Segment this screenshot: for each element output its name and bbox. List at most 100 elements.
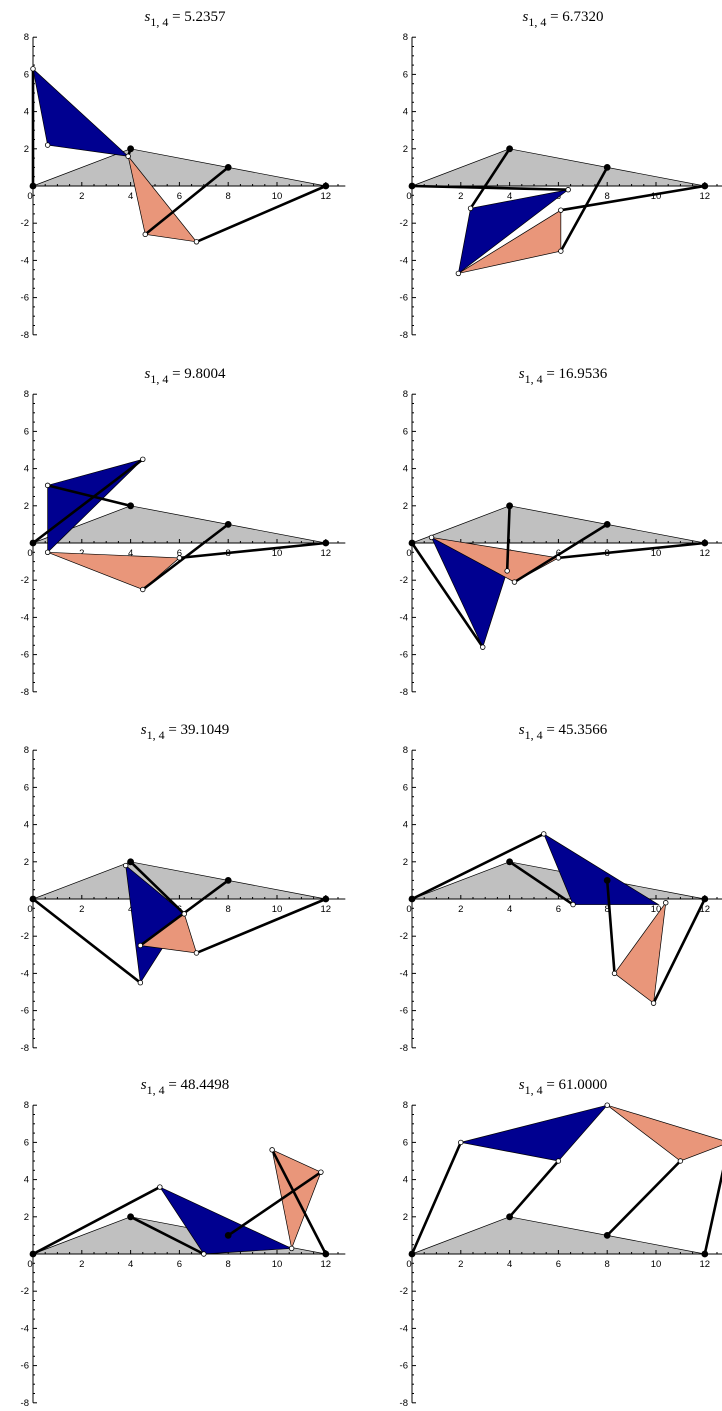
bar-link — [703, 1169, 722, 1256]
y-tick-label: 6 — [24, 782, 29, 793]
panel-2: s1, 4 = 6.73200246810128642-2-4-6-8 — [400, 9, 722, 341]
fixed-pivot — [603, 521, 611, 528]
y-tick-label: 8 — [24, 745, 29, 756]
panel-6: s1, 4 = 45.3566 0 2 4 6 8 10 12 8 6 4 2 -2 -4 -6 -8 — [400, 722, 722, 1054]
y-tick-label: 2 — [24, 857, 29, 868]
fixed-pivot — [701, 539, 709, 547]
bar-link — [605, 879, 616, 975]
moving-joint — [565, 187, 571, 193]
title-value: 39.1049 — [181, 722, 230, 738]
x-tick-label: 4 — [507, 1259, 512, 1270]
y-tick-label: -2 — [400, 575, 408, 586]
title-value: 61.0000 — [559, 1077, 608, 1093]
y-tick-label: 6 — [403, 1137, 408, 1148]
title-value: 6.7320 — [562, 9, 603, 25]
x-tick-label: 4 — [128, 1259, 133, 1270]
moving-joint — [30, 66, 36, 72]
fixed-pivot — [322, 1250, 330, 1258]
moving-joint — [137, 942, 144, 949]
moving-joint — [44, 482, 51, 489]
y-tick-label: 6 — [403, 69, 408, 80]
y-tick-label: -6 — [400, 1361, 408, 1372]
salmon-triangle — [614, 901, 667, 1004]
title-symbol: s — [141, 722, 147, 738]
panel-title: s1, 4 = 9.8004 — [144, 366, 226, 386]
bar-link — [559, 166, 609, 253]
moving-joint — [269, 1147, 275, 1153]
fixed-pivot — [701, 1250, 709, 1258]
y-tick-label: 4 — [403, 107, 408, 118]
ground-triangle — [411, 148, 705, 187]
bar-link — [46, 484, 132, 508]
fixed-pivot — [29, 1250, 37, 1258]
fixed-pivot — [29, 539, 37, 547]
y-tick-label: 6 — [24, 426, 29, 437]
title-symbol: s — [519, 722, 525, 738]
x-tick-label: 12 — [321, 904, 332, 915]
x-tick-label: 10 — [272, 1259, 283, 1270]
fixed-pivot — [506, 502, 513, 510]
title-subscript: 1, 4 — [525, 372, 543, 386]
x-tick-label: 0 — [27, 904, 32, 915]
x-tick-label: 12 — [321, 191, 332, 202]
x-tick-label: 10 — [651, 904, 662, 915]
y-tick-label: -4 — [21, 612, 29, 623]
y-tick-label: 2 — [403, 857, 408, 868]
x-tick-label: 10 — [272, 904, 283, 915]
title-value: 9.8004 — [184, 366, 226, 382]
x-tick-label: 10 — [651, 191, 662, 202]
y-tick-label: 2 — [24, 501, 29, 512]
bar-link — [143, 166, 230, 236]
blue-triangle — [457, 189, 569, 275]
y-tick-label: 4 — [24, 107, 29, 118]
fixed-pivot — [322, 539, 330, 547]
y-tick-label: 4 — [24, 1175, 29, 1186]
y-tick-label: -4 — [21, 968, 29, 979]
fixed-pivot — [127, 502, 134, 510]
panel-title: s1, 4 = 39.1049 — [141, 722, 230, 742]
panel-8: s1, 4 = 61.0000 0 2 4 6 8 10 12 8 6 4 2 -2 -4 -6 -8 — [400, 1077, 722, 1409]
y-tick-label: 8 — [24, 32, 29, 43]
moving-joint — [611, 970, 618, 977]
y-tick-label: -2 — [21, 931, 29, 942]
bar-link — [270, 1148, 328, 1256]
moving-joint — [44, 549, 51, 555]
moving-joint — [123, 862, 129, 869]
y-tick-label: 8 — [403, 389, 408, 400]
moving-joint — [458, 1139, 464, 1146]
title-symbol: s — [144, 366, 150, 382]
fixed-pivot — [29, 895, 37, 903]
x-tick-label: 4 — [128, 191, 133, 202]
y-tick-label: 4 — [24, 464, 29, 475]
y-tick-label: -6 — [21, 650, 29, 661]
x-tick-label: 2 — [458, 1259, 463, 1270]
title-eq: = — [168, 9, 184, 25]
title-symbol: s — [522, 9, 528, 25]
title-subscript: 1, 4 — [150, 372, 168, 386]
moving-joint — [570, 901, 576, 908]
x-tick-label: 6 — [556, 1259, 561, 1270]
title-value: 45.3566 — [559, 722, 608, 738]
x-tick-label: 8 — [605, 1259, 610, 1270]
x-tick-label: 0 — [406, 548, 411, 559]
bar-link — [513, 523, 609, 584]
moving-joint — [318, 1169, 324, 1175]
fixed-pivot — [224, 1232, 232, 1239]
y-tick-label: -4 — [400, 1323, 408, 1334]
fixed-pivot — [701, 182, 709, 190]
panel-title: s1, 4 = 61.0000 — [519, 1077, 608, 1097]
y-tick-label: -8 — [400, 1043, 408, 1054]
y-tick-label: 2 — [403, 1212, 408, 1223]
y-tick-label: -6 — [400, 1006, 408, 1017]
moving-joint — [558, 248, 564, 254]
y-tick-label: -2 — [21, 575, 29, 586]
moving-joint — [193, 239, 200, 245]
x-tick-label: 10 — [272, 548, 283, 559]
moving-joint — [511, 579, 518, 585]
title-eq: = — [165, 1077, 181, 1093]
moving-joint — [504, 568, 510, 574]
y-tick-label: -6 — [400, 293, 408, 304]
bar-link — [410, 184, 570, 192]
